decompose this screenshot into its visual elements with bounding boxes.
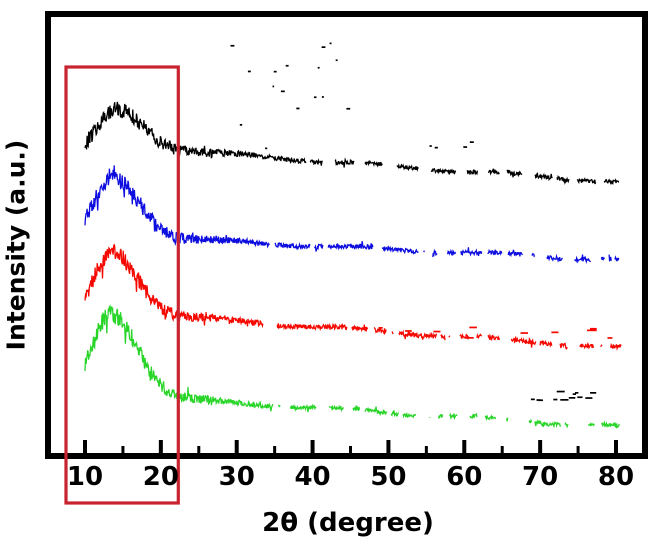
series-pattern-red xyxy=(84,243,622,351)
x-tick-label-20: 20 xyxy=(142,462,179,492)
highlight-box xyxy=(64,65,180,505)
noise-speck xyxy=(590,392,597,394)
noise-speck xyxy=(405,330,412,332)
plot-frame xyxy=(45,11,648,459)
noise-speck xyxy=(378,327,383,329)
noise-speck xyxy=(568,397,576,399)
noise-speck xyxy=(230,44,235,47)
noise-speck xyxy=(317,66,320,69)
noise-speck xyxy=(530,398,535,401)
noise-speck xyxy=(335,59,338,62)
noise-speck xyxy=(585,397,593,399)
noise-speck xyxy=(321,46,326,48)
noise-speck xyxy=(551,331,559,334)
noise-speck xyxy=(469,326,477,329)
x-tick-label-80: 80 xyxy=(597,462,635,492)
noise-speck xyxy=(346,107,351,110)
x-tick-label-30: 30 xyxy=(218,462,255,492)
noise-speck xyxy=(296,107,300,110)
noise-speck xyxy=(464,337,474,339)
series-pattern-black xyxy=(84,101,620,186)
y-axis-title: Intensity (a.u.) xyxy=(1,139,31,351)
noise-speck xyxy=(429,145,432,147)
noise-speck xyxy=(538,399,543,402)
x-axis-title: 2θ (degree) xyxy=(262,508,434,538)
noise-speck xyxy=(469,141,474,143)
noise-speck xyxy=(321,96,324,98)
noise-speck xyxy=(577,396,583,399)
x-tick-label-50: 50 xyxy=(370,462,407,492)
noise-speck xyxy=(590,327,597,330)
noise-speck xyxy=(239,124,243,126)
x-tick-label-40: 40 xyxy=(294,462,331,492)
noise-speck xyxy=(587,329,597,332)
noise-speck xyxy=(265,147,268,150)
x-tick-label-10: 10 xyxy=(66,462,104,492)
x-tick-label-60: 60 xyxy=(446,462,483,492)
series-pattern-blue xyxy=(84,165,620,265)
noise-speck xyxy=(285,64,289,67)
noise-speck xyxy=(520,332,528,334)
noise-speck xyxy=(272,85,275,88)
noise-speck xyxy=(553,398,558,401)
noise-speck xyxy=(329,42,332,45)
series-pattern-green xyxy=(84,304,620,429)
noise-speck xyxy=(247,70,251,73)
noise-speck xyxy=(572,393,576,395)
noise-speck xyxy=(607,337,613,339)
noise-speck xyxy=(273,70,277,73)
x-tick-label-70: 70 xyxy=(522,462,559,492)
noise-speck xyxy=(560,399,569,401)
noise-speck xyxy=(280,90,285,93)
noise-speck xyxy=(463,146,468,148)
noise-speck xyxy=(314,96,317,99)
noise-speck xyxy=(556,390,565,393)
noise-speck xyxy=(433,330,441,333)
noise-speck xyxy=(575,392,579,394)
noise-speck xyxy=(434,146,438,149)
